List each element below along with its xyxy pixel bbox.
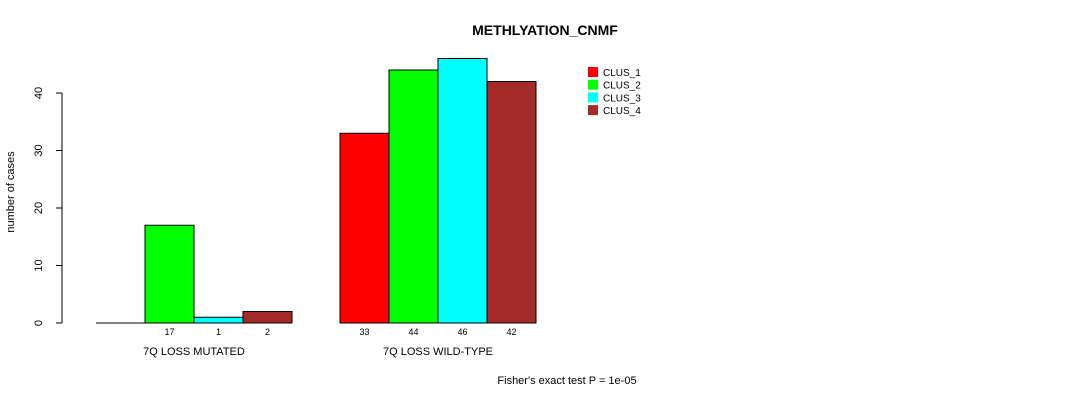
y-tick-label: 10	[33, 259, 45, 271]
bar	[437, 58, 488, 324]
chart-title: METHLYATION_CNMF	[472, 22, 618, 38]
y-tick-label: 0	[33, 320, 45, 326]
bar	[242, 311, 293, 324]
legend-label: CLUS_1	[603, 68, 641, 79]
legend-swatch	[588, 92, 598, 103]
bar	[144, 224, 195, 324]
bar	[486, 81, 537, 324]
bar-count-label: 1	[216, 327, 221, 337]
legend-swatch	[588, 79, 598, 90]
count-labels: 17 1 2 33 44 46 42	[164, 327, 516, 337]
fisher-test-footer: Fisher's exact test P = 1e-05	[497, 375, 636, 387]
legend-swatch	[588, 67, 598, 77]
y-tick-label: 40	[33, 87, 45, 99]
bar	[388, 69, 439, 324]
bar	[193, 316, 244, 324]
legend-label: CLUS_3	[603, 93, 641, 104]
y-axis-label: number of cases	[5, 151, 17, 233]
y-tick-label: 20	[33, 202, 45, 214]
bar	[339, 132, 390, 324]
bar-count-label: 44	[408, 327, 418, 337]
bar-count-label: 17	[164, 327, 174, 337]
legend-swatch	[588, 105, 598, 116]
legend-label: CLUS_4	[603, 106, 641, 117]
bar-count-label: 33	[359, 327, 369, 337]
category-label: 7Q LOSS MUTATED	[143, 346, 245, 358]
y-axis: 0 10 20 30 40	[33, 87, 63, 326]
category-label: 7Q LOSS WILD-TYPE	[383, 346, 493, 358]
legend-label: CLUS_2	[603, 81, 641, 92]
category-labels: 7Q LOSS MUTATED 7Q LOSS WILD-TYPE	[143, 346, 493, 358]
bar-count-label: 2	[265, 327, 270, 337]
bar-count-label: 42	[506, 327, 516, 337]
bars	[96, 58, 537, 324]
bar-count-label: 46	[457, 327, 467, 337]
y-tick-label: 30	[33, 144, 45, 156]
